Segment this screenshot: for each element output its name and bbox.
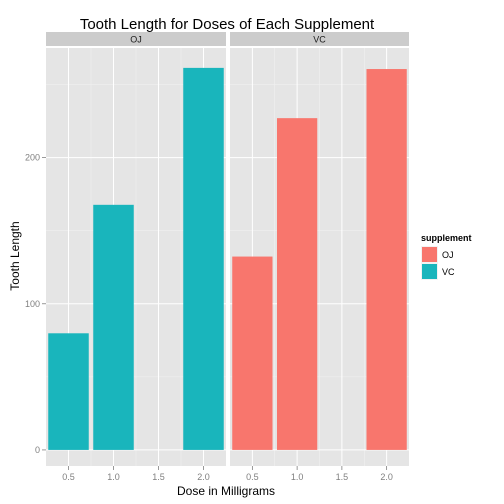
- facet-strip: [46, 32, 226, 46]
- y-axis: 0 100 200: [25, 153, 46, 455]
- legend: supplement OJ VC: [421, 233, 472, 280]
- y-tick-label: 0: [35, 445, 40, 455]
- x-tick-label: 1.0: [107, 472, 120, 482]
- x-tick-label: 1.5: [152, 472, 165, 482]
- chart-title: Tooth Length for Doses of Each Supplemen…: [80, 16, 375, 33]
- legend-key-vc: [422, 264, 437, 279]
- legend-title: supplement: [421, 233, 472, 243]
- x-tick-label: 1.5: [336, 472, 349, 482]
- y-tick-label: 200: [25, 153, 40, 163]
- facet-strip-label: VC: [313, 35, 326, 45]
- legend-label-oj: OJ: [442, 250, 454, 260]
- bar-oj-dose-0.5: [48, 333, 89, 450]
- y-axis-title: Tooth Length: [8, 221, 22, 290]
- facet-panel-vc: VC: [230, 32, 409, 466]
- legend-label-vc: VC: [442, 267, 455, 277]
- x-tick-label: 0.5: [62, 472, 75, 482]
- facet-strip: [230, 32, 409, 46]
- x-tick-label: 0.5: [246, 472, 259, 482]
- legend-key-oj: [422, 247, 437, 262]
- x-tick-label: 2.0: [197, 472, 210, 482]
- bar-vc-dose-2: [366, 69, 407, 450]
- facet-panels: OJ VC: [46, 32, 409, 466]
- bar-vc-dose-1: [276, 118, 318, 450]
- x-axis: 0.5 1.0 1.5 2.0 0.5 1.0 1.5 2.0: [62, 466, 393, 482]
- x-tick-label: 2.0: [380, 472, 393, 482]
- facet-panel-oj: OJ: [46, 32, 226, 466]
- x-tick-label: 1.0: [291, 472, 304, 482]
- bar-oj-dose-1: [93, 204, 134, 450]
- bar-oj-dose-2: [183, 67, 224, 450]
- facet-strip-label: OJ: [130, 35, 142, 45]
- x-axis-title: Dose in Milligrams: [177, 484, 275, 498]
- y-tick-label: 100: [25, 299, 40, 309]
- bar-vc-dose-0.5: [232, 256, 273, 450]
